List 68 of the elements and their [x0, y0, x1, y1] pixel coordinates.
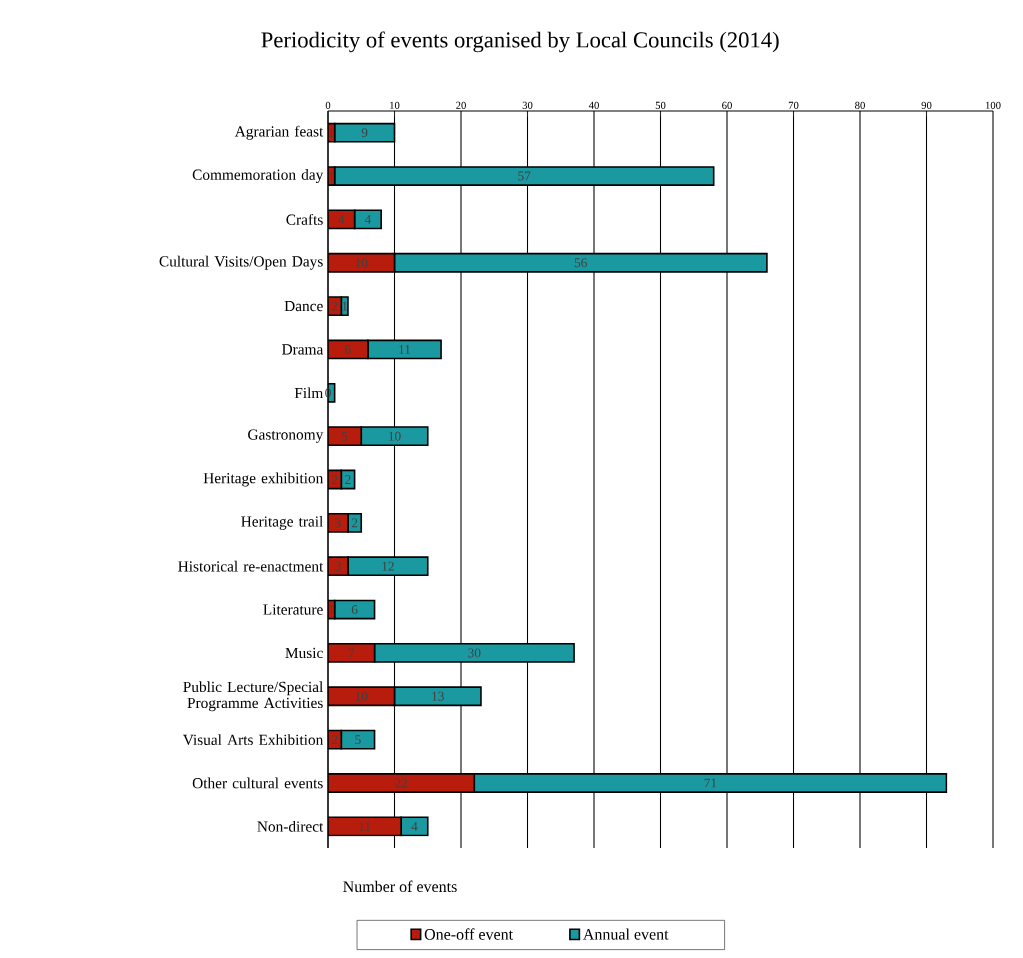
y-tick-label: Drama [282, 344, 324, 355]
x-axis-title: Number of events [343, 880, 457, 893]
x-tick-label: 10 [390, 101, 400, 109]
data-label: 1 [329, 605, 334, 614]
data-label: 7 [348, 648, 355, 658]
y-tick-label: Music [285, 647, 323, 659]
x-tick-label: 80 [855, 101, 865, 109]
data-label: 5 [355, 735, 361, 745]
x-tick-label: 70 [788, 101, 799, 109]
data-label: 11 [359, 821, 371, 831]
data-label: 0 [325, 388, 331, 398]
data-label: 5 [342, 431, 348, 441]
data-label: 2 [345, 475, 351, 484]
data-label: 1 [329, 171, 334, 181]
y-tick-label: Non-direct [257, 820, 324, 832]
y-tick-label: Dance [284, 301, 323, 312]
x-tick-label: 40 [588, 101, 599, 109]
data-label: 1 [342, 301, 348, 311]
data-label: 71 [704, 778, 717, 788]
y-tick-label: Heritage trail [241, 515, 323, 530]
y-tick-label: Crafts [286, 213, 323, 225]
bar [333, 122, 396, 143]
data-label: 9 [361, 128, 368, 138]
x-tick-label: 90 [921, 101, 932, 109]
y-tick-label: Historical re-enactment [178, 560, 324, 572]
y-tick-label: Visual Arts Exhibition [182, 734, 324, 746]
data-label: 4 [411, 821, 418, 831]
x-tick-label: 100 [985, 101, 1001, 109]
y-tick-label: Other cultural events [192, 777, 323, 789]
y-tick-label: Agrarian feast [234, 125, 324, 140]
x-tick-label: 50 [655, 101, 666, 109]
data-label: 2 [331, 475, 338, 484]
data-label: 3 [335, 561, 341, 571]
data-label: 10 [355, 691, 368, 701]
legend-label: Annual event [583, 928, 669, 940]
y-tick-label: Public Lecture/Special Programme Activities [183, 681, 324, 712]
y-tick-label: Cultural Visits/Open Days [159, 255, 323, 270]
data-label: 56 [574, 258, 587, 268]
data-label: 10 [389, 431, 401, 441]
data-label: 2 [351, 518, 358, 528]
data-label: 2 [331, 735, 338, 745]
y-tick-label: Film [294, 387, 324, 399]
x-tick-label: 20 [456, 101, 466, 109]
data-label: 30 [468, 648, 481, 658]
data-label: 57 [518, 171, 531, 181]
data-label: 3 [335, 518, 341, 528]
y-tick-label: Commemoration day [192, 169, 324, 183]
chart-title: Periodicity of events organised by Local Councils (2014) [261, 31, 779, 53]
x-tick-label: 60 [722, 101, 732, 109]
data-label: 10 [355, 258, 368, 268]
data-label: 13 [432, 691, 444, 701]
data-label: 4 [338, 214, 345, 224]
data-label: 11 [399, 345, 411, 354]
data-label: 2 [331, 301, 338, 311]
data-label: 4 [364, 214, 372, 224]
data-label: 6 [345, 344, 351, 354]
x-tick-label: 30 [522, 101, 533, 109]
data-label: 1 [329, 128, 334, 138]
y-tick-label: Gastronomy [248, 429, 324, 443]
legend-label: One-off event [424, 928, 513, 940]
y-tick-label: Heritage exhibition [203, 472, 324, 487]
y-tick-label: Literature [263, 604, 323, 615]
x-tick-label: 0 [325, 101, 331, 109]
data-label: 22 [395, 778, 408, 788]
data-label: 12 [382, 561, 394, 571]
bar [393, 252, 768, 273]
bar [393, 686, 482, 707]
data-label: 6 [351, 605, 358, 615]
